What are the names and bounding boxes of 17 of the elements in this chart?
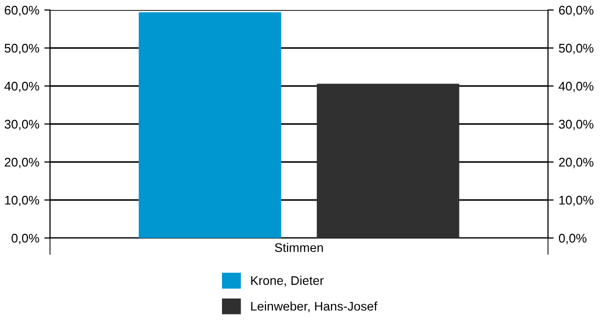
y-tick-label: 30,0% — [4, 120, 40, 130]
text: 60,0% — [559, 6, 594, 16]
text: 0,0% — [558, 234, 586, 244]
legend-label: Leinweber, Hans-Josef — [251, 301, 378, 312]
y-tick-label: 0,0% — [12, 234, 40, 244]
x-tick-label: Stimmen — [274, 242, 323, 252]
text: 10,0% — [559, 196, 594, 206]
y-tick-label: 20,0% — [4, 158, 40, 168]
text: 40,0% — [558, 82, 594, 92]
y-tick-label: 10,0% — [5, 196, 40, 206]
text: 50,0% — [558, 44, 594, 54]
y-tick-label: 60,0% — [4, 6, 40, 16]
legend-label: Krone, Dieter — [251, 276, 324, 286]
y-tick-label: 50,0% — [4, 44, 40, 54]
y-tick-label: 40,0% — [4, 82, 40, 92]
text: 20,0% — [559, 158, 594, 168]
text: 30,0% — [558, 120, 594, 130]
